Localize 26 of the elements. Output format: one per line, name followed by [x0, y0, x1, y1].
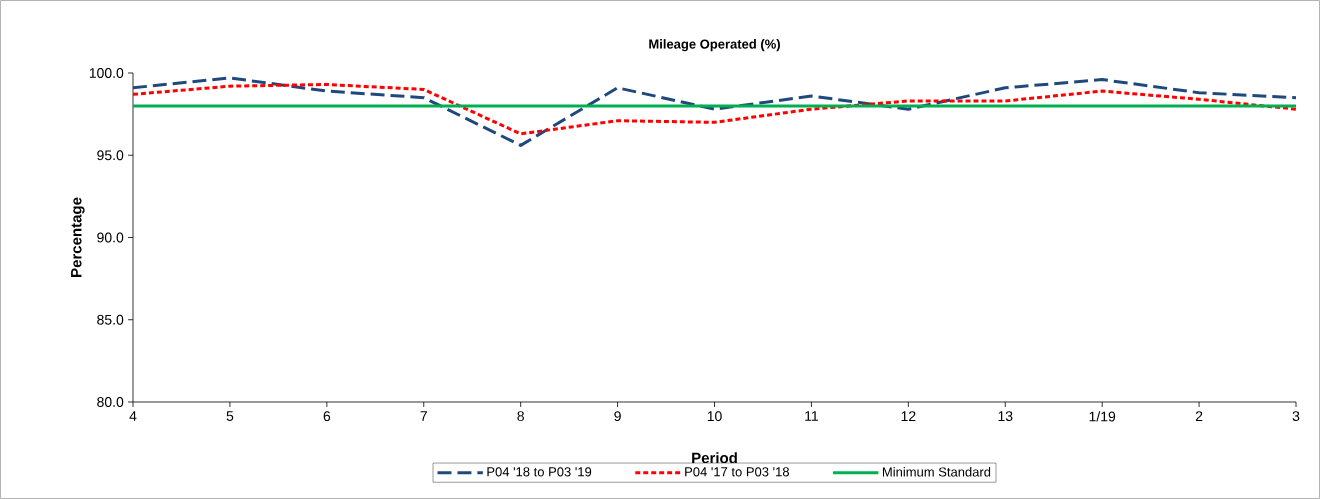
x-tick-label: 7 — [420, 411, 427, 421]
x-tick-label: 2 — [1195, 411, 1203, 421]
x-tick-label: 9 — [614, 411, 621, 422]
x-tick-label: 13 — [998, 411, 1013, 422]
x-tick-label: 10 — [707, 411, 722, 422]
line-series — [133, 83, 1297, 136]
x-tick-label: 1/19 — [1089, 411, 1116, 422]
x-tick-label: 12 — [901, 411, 916, 421]
x-tick-label: 11 — [805, 411, 819, 421]
y-axis-title: Percentage — [71, 197, 85, 277]
chart-title: Mileage Operated (%) — [649, 39, 780, 52]
legend-label: P04 '17 to P03 '18 — [685, 467, 789, 477]
x-axis-title: Period — [692, 452, 737, 464]
legend-label: P04 '18 to P03 '19 — [487, 467, 592, 477]
x-tick-label: 6 — [323, 411, 331, 422]
legend-label: Minimum Standard — [882, 467, 991, 477]
line-series — [133, 76, 1297, 147]
x-tick-label: 3 — [1292, 411, 1300, 422]
y-tick-label: 90.0 — [97, 232, 124, 243]
x-tick-label: 5 — [226, 411, 234, 421]
y-tick-label: 85.0 — [97, 314, 124, 325]
x-tick-label: 8 — [517, 411, 524, 422]
y-tick-label: 80.0 — [97, 397, 124, 407]
x-tick-label: 4 — [129, 411, 137, 421]
y-tick-label: 95.0 — [97, 150, 124, 161]
y-tick-label: 100.0 — [89, 68, 124, 78]
